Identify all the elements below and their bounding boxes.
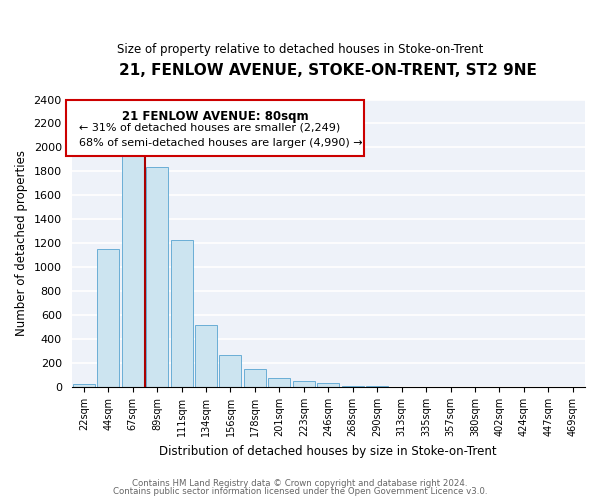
Bar	[220, 356, 241, 387]
Text: Contains public sector information licensed under the Open Government Licence v3: Contains public sector information licen…	[113, 487, 487, 496]
Text: ← 31% of detached houses are smaller (2,249): ← 31% of detached houses are smaller (2,…	[79, 122, 340, 132]
Bar	[317, 383, 339, 387]
Bar	[195, 325, 217, 387]
Bar	[293, 381, 315, 387]
Bar	[244, 370, 266, 387]
Text: 68% of semi-detached houses are larger (4,990) →: 68% of semi-detached houses are larger (…	[79, 138, 363, 148]
Bar	[97, 248, 119, 387]
Bar	[122, 152, 143, 387]
Bar	[146, 166, 168, 387]
FancyBboxPatch shape	[67, 100, 364, 156]
Bar	[170, 240, 193, 387]
Text: Size of property relative to detached houses in Stoke-on-Trent: Size of property relative to detached ho…	[117, 42, 483, 56]
X-axis label: Distribution of detached houses by size in Stoke-on-Trent: Distribution of detached houses by size …	[160, 444, 497, 458]
Bar	[342, 386, 364, 387]
Text: Contains HM Land Registry data © Crown copyright and database right 2024.: Contains HM Land Registry data © Crown c…	[132, 478, 468, 488]
Bar	[366, 386, 388, 387]
Text: 21 FENLOW AVENUE: 80sqm: 21 FENLOW AVENUE: 80sqm	[122, 110, 308, 122]
Bar	[268, 378, 290, 387]
Title: 21, FENLOW AVENUE, STOKE-ON-TRENT, ST2 9NE: 21, FENLOW AVENUE, STOKE-ON-TRENT, ST2 9…	[119, 62, 537, 78]
Y-axis label: Number of detached properties: Number of detached properties	[15, 150, 28, 336]
Bar	[73, 384, 95, 387]
